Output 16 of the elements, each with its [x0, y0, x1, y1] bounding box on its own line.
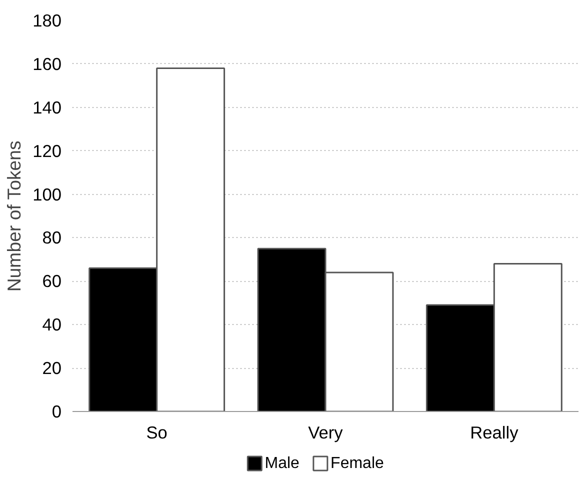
y-tick-label: 160 — [32, 54, 62, 74]
y-tick-label: 0 — [52, 402, 62, 422]
y-tick-label: 80 — [42, 228, 62, 248]
legend-label: Female — [330, 455, 384, 472]
y-axis-title: Number of Tokens — [4, 140, 25, 292]
y-tick-label: 120 — [32, 140, 62, 161]
x-tick-label: So — [146, 422, 168, 442]
y-tick-label: 100 — [32, 184, 62, 204]
x-tick-label: Very — [308, 422, 344, 442]
y-tick-label: 40 — [42, 314, 62, 335]
y-tick-label: 20 — [42, 358, 62, 378]
y-tick-label: 60 — [42, 271, 62, 292]
x-tick-label: Really — [470, 422, 519, 442]
legend-label: Male — [264, 455, 300, 472]
y-tick-label: 140 — [32, 97, 62, 118]
y-tick-label: 180 — [32, 10, 62, 30]
